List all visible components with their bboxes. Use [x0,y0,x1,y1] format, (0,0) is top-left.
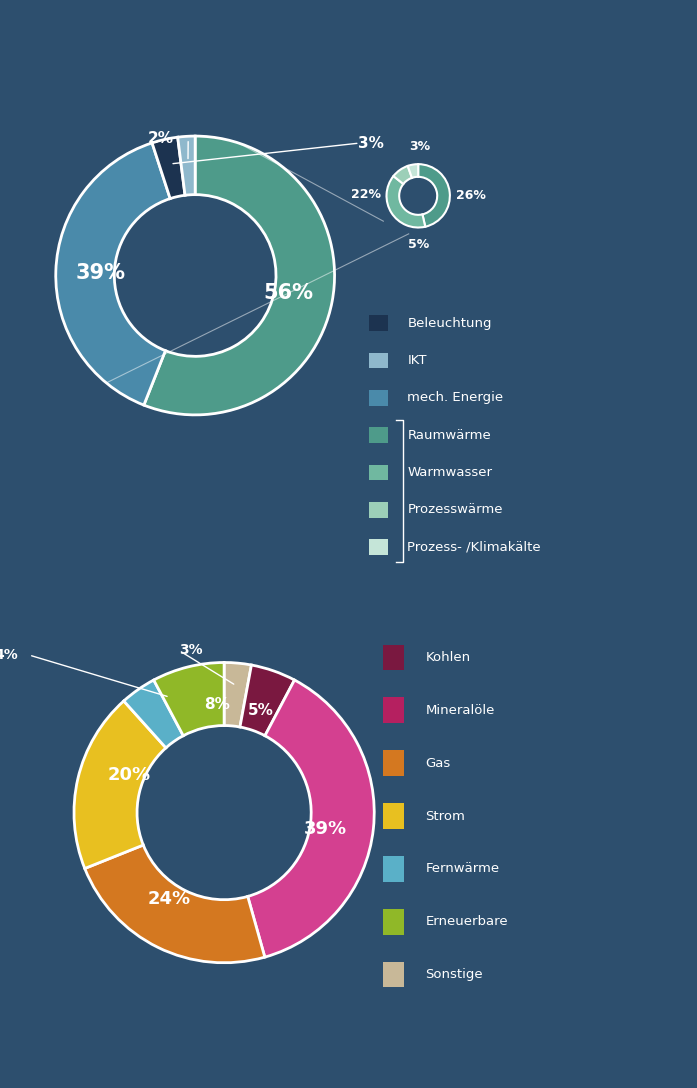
Text: 3%: 3% [358,136,384,150]
Bar [383,751,404,776]
Text: IKT: IKT [407,354,427,367]
Bar [383,803,404,829]
Text: 39%: 39% [303,819,346,838]
Text: 5%: 5% [408,238,429,251]
Text: Warmwasser: Warmwasser [407,466,492,479]
Text: Erneuerbare: Erneuerbare [425,915,508,928]
Wedge shape [74,701,166,868]
Wedge shape [144,136,335,415]
Wedge shape [224,663,252,727]
Bar [369,540,388,555]
Wedge shape [154,663,224,735]
Bar [383,856,404,881]
Bar [369,428,388,443]
Text: 2%: 2% [147,132,174,147]
Wedge shape [152,137,185,199]
Wedge shape [387,176,425,227]
Bar [383,908,404,935]
Wedge shape [247,680,374,957]
Text: 56%: 56% [263,283,313,304]
Text: 5%: 5% [248,704,274,718]
Text: 4%: 4% [0,648,18,662]
Wedge shape [393,166,412,184]
Text: Fernwärme: Fernwärme [425,863,500,876]
Text: 22%: 22% [351,188,381,201]
Text: Strom: Strom [425,809,466,823]
Text: Gas: Gas [425,756,451,769]
Wedge shape [178,136,195,195]
Wedge shape [124,680,183,747]
Bar [369,391,388,406]
Wedge shape [240,665,295,735]
Wedge shape [408,164,418,178]
Text: Sonstige: Sonstige [425,968,483,981]
Bar [369,353,388,369]
Text: mech. Energie: mech. Energie [407,392,503,405]
Text: Mineralöle: Mineralöle [425,704,495,717]
Bar [369,502,388,518]
Text: 3%: 3% [179,643,203,657]
Bar [383,697,404,724]
Text: Prozess- /Klimakälte: Prozess- /Klimakälte [407,541,541,554]
Text: Raumwärme: Raumwärme [407,429,491,442]
Bar [383,644,404,670]
Text: 8%: 8% [204,697,230,713]
Bar [383,962,404,988]
Wedge shape [56,143,170,405]
Wedge shape [85,845,265,963]
Text: Kohlen: Kohlen [425,651,470,664]
Bar [369,316,388,331]
Wedge shape [418,164,450,226]
Bar [369,465,388,480]
Text: 3%: 3% [409,140,430,153]
Text: Prozesswärme: Prozesswärme [407,504,503,517]
Text: 26%: 26% [456,189,485,202]
Text: 20%: 20% [107,766,151,784]
Text: Beleuchtung: Beleuchtung [407,317,492,330]
Text: 39%: 39% [75,262,125,283]
Text: 24%: 24% [148,890,191,907]
